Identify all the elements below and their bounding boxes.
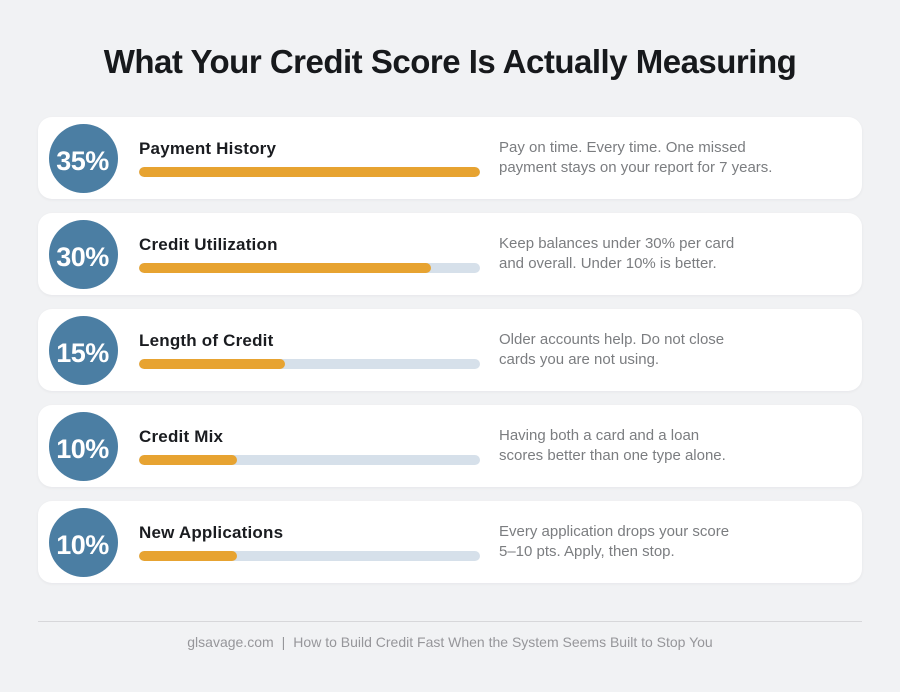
- category-title: Credit Mix: [139, 427, 224, 446]
- footer-separator: |: [281, 634, 286, 650]
- card-credit-mix: 10% Credit Mix Having both a card and a …: [38, 405, 862, 487]
- description-line: Pay on time. Every time. One missed: [499, 139, 746, 156]
- category-main: Credit Utilization: [139, 235, 480, 273]
- progress-track: [139, 263, 480, 273]
- progress-track: [139, 455, 480, 465]
- category-title: Payment History: [139, 139, 277, 158]
- card-length-of-credit: 15% Length of Credit Older accounts help…: [38, 309, 862, 391]
- description-line: cards you are not using.: [499, 351, 660, 368]
- footer-divider: [38, 621, 862, 622]
- category-main: Length of Credit: [139, 331, 480, 369]
- footer-article-title: How to Build Credit Fast When the System…: [293, 634, 713, 650]
- category-description: Every application drops your score 5–10 …: [499, 522, 729, 562]
- percent-badge: 35%: [49, 123, 118, 193]
- percent-value: 35%: [56, 145, 109, 176]
- footer: glsavage.com | How to Build Credit Fast Wh…: [0, 634, 900, 650]
- description-line: scores better than one type alone.: [499, 447, 726, 464]
- description-line: 5–10 pts. Apply, then stop.: [499, 543, 675, 560]
- category-description: Pay on time. Every time. One missed paym…: [499, 138, 772, 178]
- percent-badge: 10%: [49, 411, 118, 481]
- percent-value: 10%: [56, 529, 109, 560]
- percent-value: 10%: [56, 433, 109, 464]
- category-main: New Applications: [139, 523, 480, 561]
- description-line: Older accounts help. Do not close: [499, 331, 725, 348]
- percent-badge: 10%: [49, 507, 118, 577]
- percent-badge: 30%: [49, 219, 118, 289]
- progress-fill: [139, 359, 286, 369]
- card-credit-utilization: 30% Credit Utilization Keep balances und…: [38, 213, 862, 295]
- card-payment-history: 35% Payment History Pay on time. Every t…: [38, 117, 862, 199]
- progress-fill: [139, 263, 432, 273]
- category-description: Keep balances under 30% per card and ove…: [499, 234, 734, 274]
- percent-value: 15%: [56, 337, 109, 368]
- description-line: and overall. Under 10% is better.: [499, 255, 717, 272]
- description-line: Having both a card and a loan: [499, 427, 700, 444]
- description-line: Keep balances under 30% per card: [499, 235, 735, 252]
- category-card-list: 35% Payment History Pay on time. Every t…: [38, 117, 862, 583]
- description-line: payment stays on your report for 7 years…: [499, 159, 773, 176]
- progress-fill: [139, 455, 237, 465]
- category-title: Length of Credit: [139, 331, 274, 350]
- category-title: New Applications: [139, 523, 284, 542]
- progress-fill: [139, 167, 480, 177]
- description-line: Every application drops your score: [499, 523, 730, 540]
- percent-value: 30%: [56, 241, 109, 272]
- category-title: Credit Utilization: [139, 235, 278, 254]
- category-main: Credit Mix: [139, 427, 480, 465]
- progress-track: [139, 551, 480, 561]
- progress-fill: [139, 551, 237, 561]
- category-description: Having both a card and a loan scores bet…: [499, 426, 726, 466]
- card-new-applications: 10% New Applications Every application d…: [38, 501, 862, 583]
- progress-track: [139, 359, 480, 369]
- footer-site: glsavage.com: [187, 634, 274, 650]
- category-description: Older accounts help. Do not close cards …: [499, 330, 724, 370]
- category-main: Payment History: [139, 139, 480, 177]
- page-title: What Your Credit Score Is Actually Measu…: [103, 43, 797, 80]
- percent-badge: 15%: [49, 315, 118, 385]
- progress-track: [139, 167, 480, 177]
